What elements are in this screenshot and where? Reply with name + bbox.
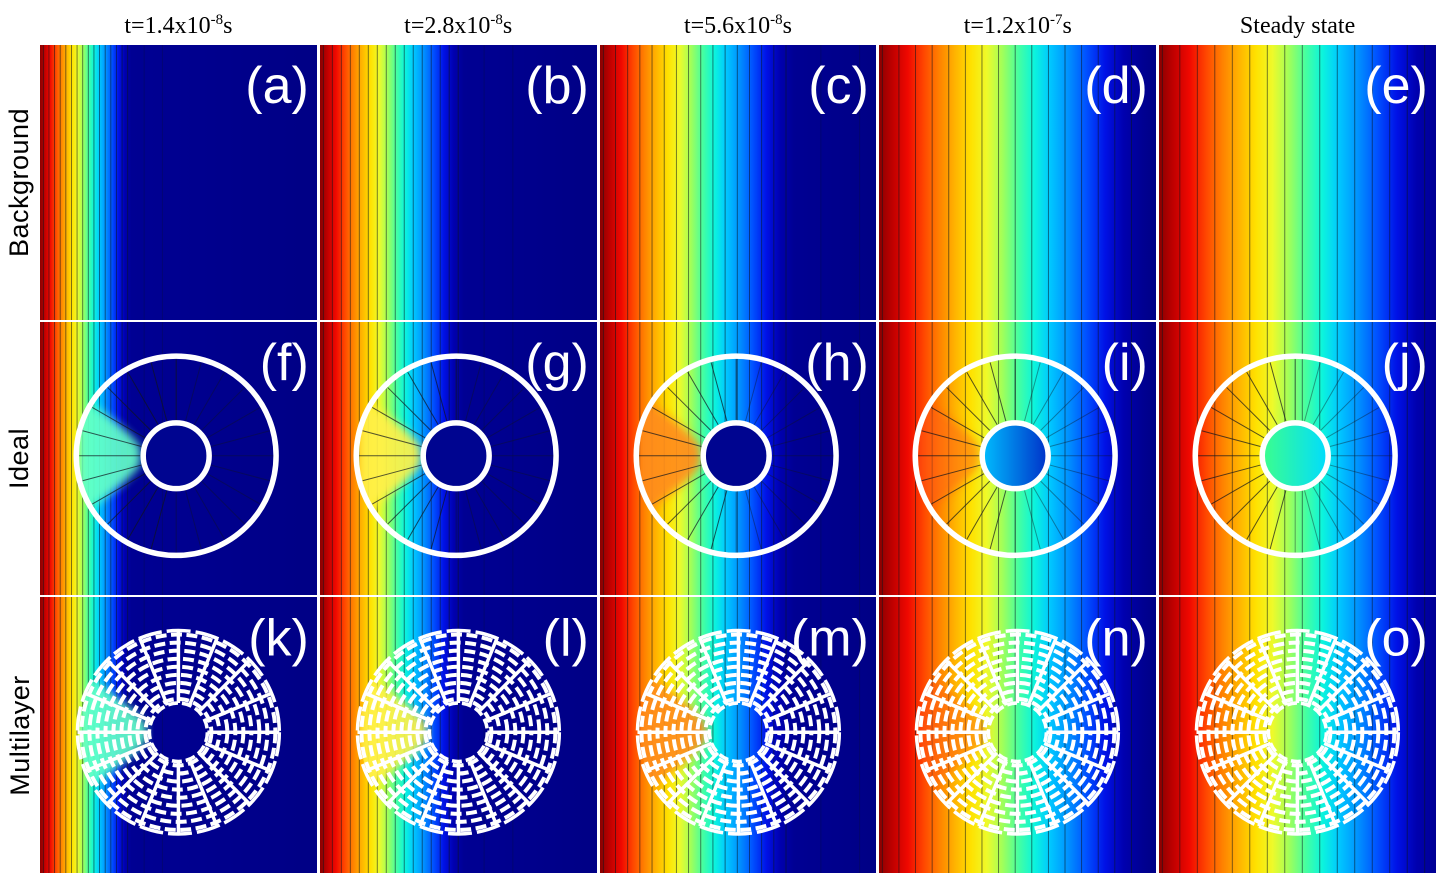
panel-label: (k) bbox=[248, 609, 309, 667]
column-title-5: Steady state bbox=[1159, 0, 1436, 45]
column-title-4: t=1.2x10-7s bbox=[879, 0, 1156, 45]
panel-o: (o) bbox=[1159, 597, 1436, 873]
column-title-2: t=2.8x10-8s bbox=[320, 0, 597, 45]
panel-label: (f) bbox=[260, 333, 309, 391]
panel-label: (e) bbox=[1364, 57, 1428, 115]
isotherm-lines bbox=[602, 45, 860, 320]
ideal-cloak-inner-ring bbox=[979, 420, 1052, 492]
ideal-cloak-inner-ring bbox=[1259, 420, 1332, 492]
heatmap-gradient bbox=[599, 45, 877, 320]
ideal-cloak-outer-ring bbox=[1192, 353, 1399, 559]
panel-f: (f) bbox=[40, 322, 317, 595]
panel-j: (j) bbox=[1159, 322, 1436, 595]
row-label-multilayer: Multilayer bbox=[4, 674, 35, 796]
column-title-1: t=1.4x10-8s bbox=[40, 0, 317, 45]
panel-d: (d) bbox=[879, 45, 1157, 320]
column-title-3: t=5.6x10-8s bbox=[600, 0, 877, 45]
time-label: t=5.6x10-8s bbox=[683, 12, 793, 40]
time-label: Steady state bbox=[1239, 13, 1356, 39]
panel-label: (a) bbox=[245, 57, 309, 115]
heatmap-gradient bbox=[40, 45, 317, 320]
panel-label: (d) bbox=[1085, 57, 1149, 115]
radial-isotherm-fan bbox=[1198, 359, 1393, 553]
panel-a: (a) bbox=[40, 45, 317, 320]
panel-label: (m) bbox=[791, 609, 869, 667]
panel-i: (i) bbox=[879, 322, 1157, 595]
ideal-cloak-outer-ring bbox=[912, 353, 1119, 559]
panel-h: (h) bbox=[599, 322, 877, 595]
time-label: t=2.8x10-8s bbox=[404, 12, 513, 40]
radial-isotherm-fan bbox=[359, 359, 553, 553]
panel-m: (m) bbox=[599, 597, 877, 873]
panel-label: (l) bbox=[542, 609, 588, 667]
isotherm-lines bbox=[882, 45, 1133, 320]
isotherm-lines bbox=[42, 45, 163, 320]
multilayer-cloak-structure bbox=[75, 628, 282, 836]
panel-label: (o) bbox=[1364, 609, 1427, 667]
multilayer-cloak-structure bbox=[355, 628, 561, 836]
ideal-cloak-outer-ring bbox=[353, 353, 559, 559]
panel-label: (g) bbox=[525, 333, 588, 391]
panel-label: (b) bbox=[525, 57, 589, 115]
isotherm-lines bbox=[1162, 322, 1426, 595]
row-label-background: Background bbox=[4, 107, 35, 258]
panel-label: (i) bbox=[1102, 333, 1148, 391]
radial-isotherm-fan bbox=[638, 359, 833, 553]
panel-grid: (a) (b) (c) (d) (e) (f) (g) (h) (i) (j) (k) (l) (m) (… bbox=[40, 45, 1436, 873]
panel-label: (n) bbox=[1085, 609, 1148, 667]
panel-e: (e) bbox=[1159, 45, 1436, 320]
panel-label: (c) bbox=[808, 57, 869, 115]
multilayer-cloak-structure bbox=[915, 628, 1121, 836]
radial-isotherm-fan bbox=[918, 359, 1113, 553]
time-label: t=1.4x10-8s bbox=[124, 12, 233, 40]
panel-n: (n) bbox=[879, 597, 1157, 873]
isotherm-lines bbox=[322, 45, 514, 320]
panel-label: (j) bbox=[1382, 333, 1428, 391]
heatmap-gradient bbox=[879, 45, 1157, 320]
ideal-cloak-inner-ring bbox=[700, 420, 772, 492]
panel-k: (k) bbox=[40, 597, 317, 873]
panel-l: (l) bbox=[319, 597, 597, 873]
panel-c: (c) bbox=[599, 45, 877, 320]
radial-isotherm-fan bbox=[79, 359, 274, 553]
row-label-ideal: Ideal bbox=[4, 427, 35, 490]
ideal-cloak-inner-ring bbox=[140, 420, 212, 492]
ideal-cloak-inner-ring bbox=[420, 420, 492, 492]
ideal-cloak-outer-ring bbox=[633, 353, 839, 559]
panel-b: (b) bbox=[319, 45, 597, 320]
panel-g: (g) bbox=[319, 322, 597, 595]
isotherm-lines bbox=[1162, 45, 1426, 320]
multilayer-cloak-structure bbox=[635, 628, 841, 836]
panel-label: (h) bbox=[805, 333, 868, 391]
time-label: t=1.2x10-7s bbox=[963, 12, 1072, 40]
column-titles: t=1.4x10-8s t=2.8x10-8s t=5.6x10-8s t=1.… bbox=[40, 0, 1436, 45]
multilayer-cloak-structure bbox=[1194, 628, 1401, 836]
ideal-cloak-outer-ring bbox=[73, 353, 279, 559]
